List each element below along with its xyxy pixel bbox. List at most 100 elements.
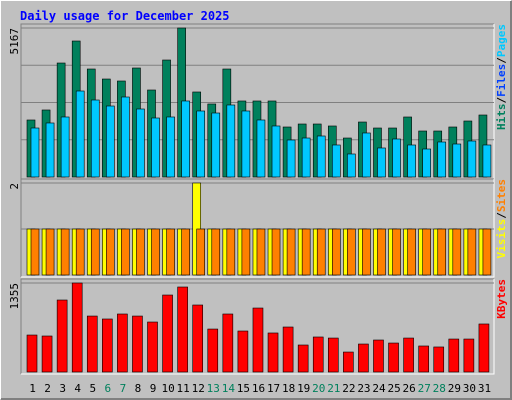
bar (452, 143, 462, 178)
bar (377, 228, 386, 276)
bar (392, 228, 401, 276)
legend: Visits/Sites (495, 179, 508, 259)
x-tick-label: 9 (150, 382, 157, 395)
bar (301, 137, 311, 178)
panel-shadow (20, 178, 494, 277)
bar (56, 299, 68, 373)
legend-entry: Sites (495, 179, 508, 212)
bar (316, 135, 326, 178)
bar (166, 116, 175, 178)
bar (26, 334, 38, 373)
x-tick-label: 23 (357, 382, 370, 395)
bar (121, 228, 130, 276)
panel-shadow (20, 278, 494, 374)
panel-light (21, 179, 495, 278)
bar (478, 323, 490, 373)
x-tick-label: 18 (282, 382, 295, 395)
bar (267, 332, 279, 373)
bar (331, 144, 341, 178)
bar (407, 228, 416, 276)
bar (422, 148, 431, 178)
x-tick-label: 27 (418, 382, 431, 395)
bar (392, 138, 401, 178)
x-tick-label: 6 (105, 382, 112, 395)
bar (181, 228, 190, 276)
bar (347, 153, 356, 178)
legend-separator: / (495, 57, 508, 64)
x-tick-label: 4 (74, 382, 81, 395)
bar (403, 337, 414, 373)
legend: KBytes (495, 279, 508, 319)
bar (211, 228, 221, 276)
bar (132, 315, 143, 373)
bar (196, 228, 206, 276)
bar (316, 228, 326, 276)
bar (271, 125, 281, 178)
bar (271, 228, 281, 276)
x-tick-label: 15 (237, 382, 250, 395)
panel-light (21, 279, 495, 375)
bar (467, 228, 477, 276)
bar (222, 313, 234, 373)
bar (327, 337, 339, 373)
bar (211, 112, 221, 178)
bar (177, 286, 188, 373)
bar (312, 336, 324, 373)
bar (362, 132, 371, 178)
legend-entry: Pages (495, 24, 508, 57)
x-tick-label: 22 (342, 382, 355, 395)
bar (226, 228, 236, 276)
bar (106, 105, 115, 178)
y-tick-label: 5167 (8, 28, 21, 55)
x-tick-label: 12 (192, 382, 205, 395)
bar (286, 139, 296, 178)
bar (331, 228, 341, 276)
bar (147, 321, 158, 373)
bar (90, 228, 100, 276)
x-tick-label: 31 (478, 382, 491, 395)
bar (136, 228, 145, 276)
x-tick-label: 20 (312, 382, 325, 395)
bar (422, 228, 431, 276)
bar (151, 117, 160, 178)
bar (237, 330, 249, 373)
bar (41, 335, 53, 373)
bar (252, 307, 264, 373)
bar (482, 144, 492, 178)
bar (241, 110, 251, 178)
bar (241, 228, 251, 276)
bar (377, 147, 386, 178)
bar (463, 338, 475, 373)
bar (60, 116, 70, 178)
x-tick-label: 19 (297, 382, 310, 395)
bar (121, 96, 130, 178)
bar (418, 345, 429, 373)
bar (301, 228, 311, 276)
chart-title: Daily usage for December 2025 (20, 9, 230, 23)
bar (136, 108, 145, 178)
x-tick-label: 14 (222, 382, 236, 395)
x-tick-label: 29 (448, 382, 461, 395)
bar (388, 342, 399, 373)
bar (45, 122, 55, 178)
bar (437, 141, 447, 178)
bar (347, 228, 356, 276)
x-tick-label: 1 (29, 382, 36, 395)
bar (467, 140, 477, 178)
x-tick-label: 8 (135, 382, 142, 395)
legend-entry: Files (495, 64, 508, 97)
bar (30, 127, 40, 178)
x-tick-label: 25 (387, 382, 400, 395)
x-tick-label: 26 (403, 382, 416, 395)
y-tick-label: 2 (8, 183, 21, 190)
x-tick-label: 5 (89, 382, 96, 395)
bar (106, 228, 115, 276)
x-tick-label: 7 (120, 382, 127, 395)
x-tick-label: 30 (463, 382, 476, 395)
legend: Hits/Files/Pages (495, 24, 508, 130)
bar (452, 228, 462, 276)
legend-separator: / (495, 97, 508, 104)
bar (75, 90, 85, 178)
